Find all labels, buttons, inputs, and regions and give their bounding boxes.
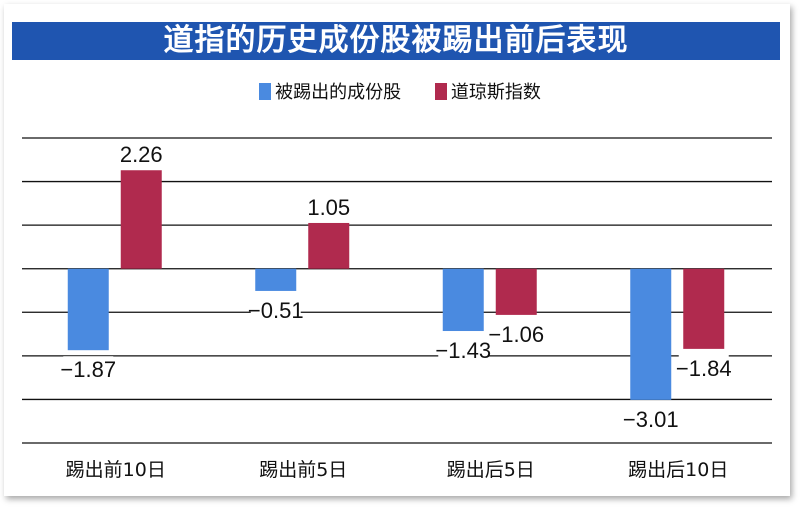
x-tick-label: 踢出后5日 (447, 459, 535, 481)
data-label: 1.05 (307, 195, 350, 220)
data-label-bg (625, 405, 676, 432)
legend-label-stocks: 被踢出的成份股 (275, 82, 402, 103)
data-label: −0.51 (248, 298, 304, 323)
bar (495, 268, 537, 315)
bar (255, 268, 297, 291)
data-label-bg (63, 356, 114, 383)
legend-label-dow: 道琼斯指数 (450, 82, 541, 103)
legend-swatch-stocks (259, 83, 272, 100)
bar (683, 268, 725, 349)
data-label: −3.01 (623, 407, 679, 432)
data-label: −1.06 (488, 322, 544, 347)
bar (67, 268, 109, 351)
x-tick-label: 踢出前10日 (66, 459, 166, 481)
data-label-bg (250, 296, 301, 323)
chart-title: 道指的历史成份股被踢出前后表现 (12, 22, 780, 60)
data-label: 2.26 (120, 142, 163, 167)
data-label: −1.87 (60, 357, 116, 382)
data-label-bg (491, 320, 542, 347)
bar (630, 268, 672, 400)
x-tick-label: 踢出前5日 (259, 459, 347, 481)
data-label: −1.43 (435, 338, 491, 363)
bar (120, 170, 162, 269)
legend-swatch-dow (434, 83, 447, 100)
data-label: −1.84 (676, 356, 732, 381)
data-label-bg (438, 337, 489, 364)
legend-item-dow: 道琼斯指数 (434, 82, 541, 103)
x-tick-label: 踢出后10日 (628, 459, 728, 481)
bar (442, 268, 484, 332)
bar (308, 222, 350, 269)
legend: 被踢出的成份股 道琼斯指数 (0, 78, 800, 104)
data-label-bg (678, 354, 729, 381)
legend-item-stocks: 被踢出的成份股 (259, 82, 401, 103)
